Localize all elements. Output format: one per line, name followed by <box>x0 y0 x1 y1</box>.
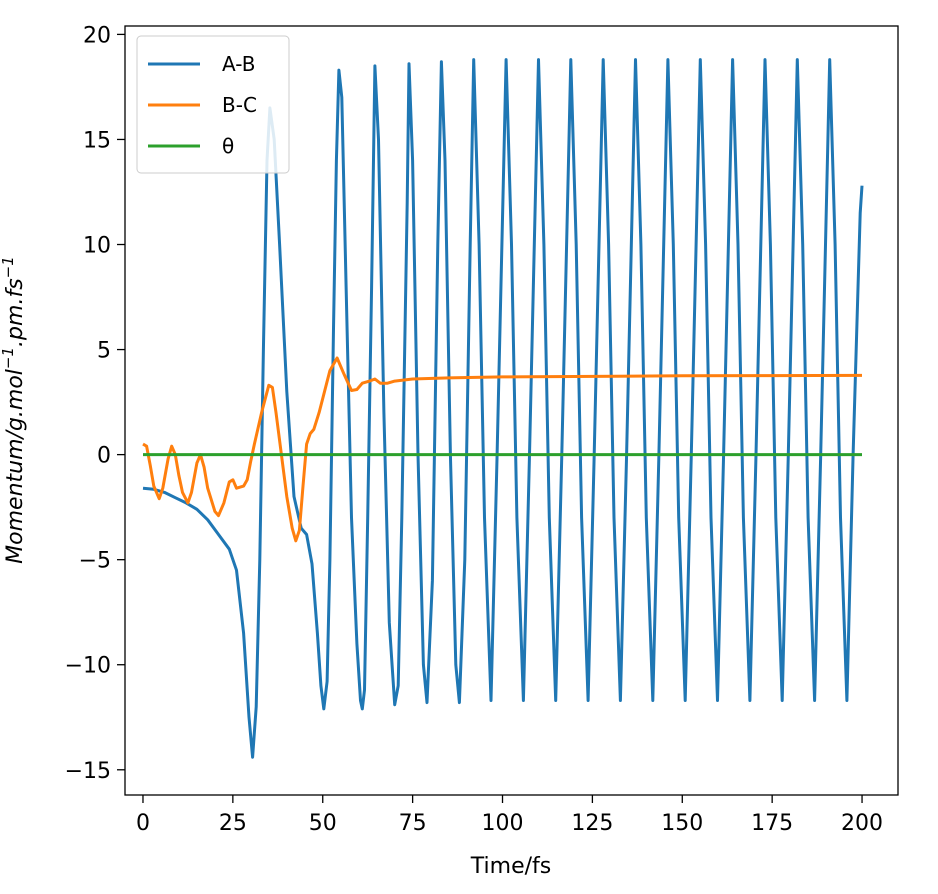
y-tick-label: 0 <box>97 444 111 469</box>
y-tick-label: 10 <box>83 234 111 259</box>
y-axis-title: Momentum/g.mol−1.pm.fs−1 <box>0 256 28 564</box>
y-tick-label: 5 <box>97 339 111 364</box>
legend: A-B B-C θ <box>136 35 290 174</box>
series-line-1 <box>142 356 863 543</box>
legend-box <box>136 35 290 174</box>
y-tick-label: −10 <box>65 654 111 679</box>
y-axis-title-superscript: −1 <box>0 256 17 278</box>
y-axis-title-part: . <box>3 410 28 417</box>
y-axis-title-part: . <box>3 340 28 347</box>
x-tick-label: 25 <box>219 811 247 836</box>
y-axis-title-part: g <box>3 417 28 431</box>
y-axis-title-part: . <box>3 298 28 305</box>
legend-label-b-c: B-C <box>222 93 257 117</box>
y-tick-label: 20 <box>83 23 111 48</box>
plot-frame <box>124 25 899 796</box>
x-axis-title: Time/fs <box>470 854 551 879</box>
y-axis-title-superscript: −1 <box>0 347 17 369</box>
y-axis-title-part: mol <box>3 369 28 410</box>
x-tick-label: 150 <box>661 811 703 836</box>
x-tick-label: 175 <box>751 811 793 836</box>
x-tick-label: 0 <box>136 811 150 836</box>
x-tick-label: 100 <box>482 811 524 836</box>
y-axis-title-part: Momentum/ <box>3 428 28 563</box>
y-tick-label: −15 <box>65 759 111 784</box>
series-lines <box>142 58 864 759</box>
legend-label-a-b: A-B <box>222 52 255 76</box>
x-tick-label: 200 <box>841 811 883 836</box>
x-axis-ticks: 0 25 50 75 100 125 150 175 200 <box>136 795 883 836</box>
y-axis-title-part: pm <box>3 305 28 341</box>
y-axis-ticks: −15 −10 −5 0 5 10 15 20 <box>65 23 125 784</box>
x-tick-label: 125 <box>571 811 613 836</box>
y-tick-label: −5 <box>79 549 111 574</box>
legend-label-theta: θ <box>222 134 234 158</box>
y-tick-label: 15 <box>83 128 111 153</box>
x-tick-label: 50 <box>309 811 337 836</box>
y-axis-title-part: fs <box>3 278 28 297</box>
x-tick-label: 75 <box>399 811 427 836</box>
